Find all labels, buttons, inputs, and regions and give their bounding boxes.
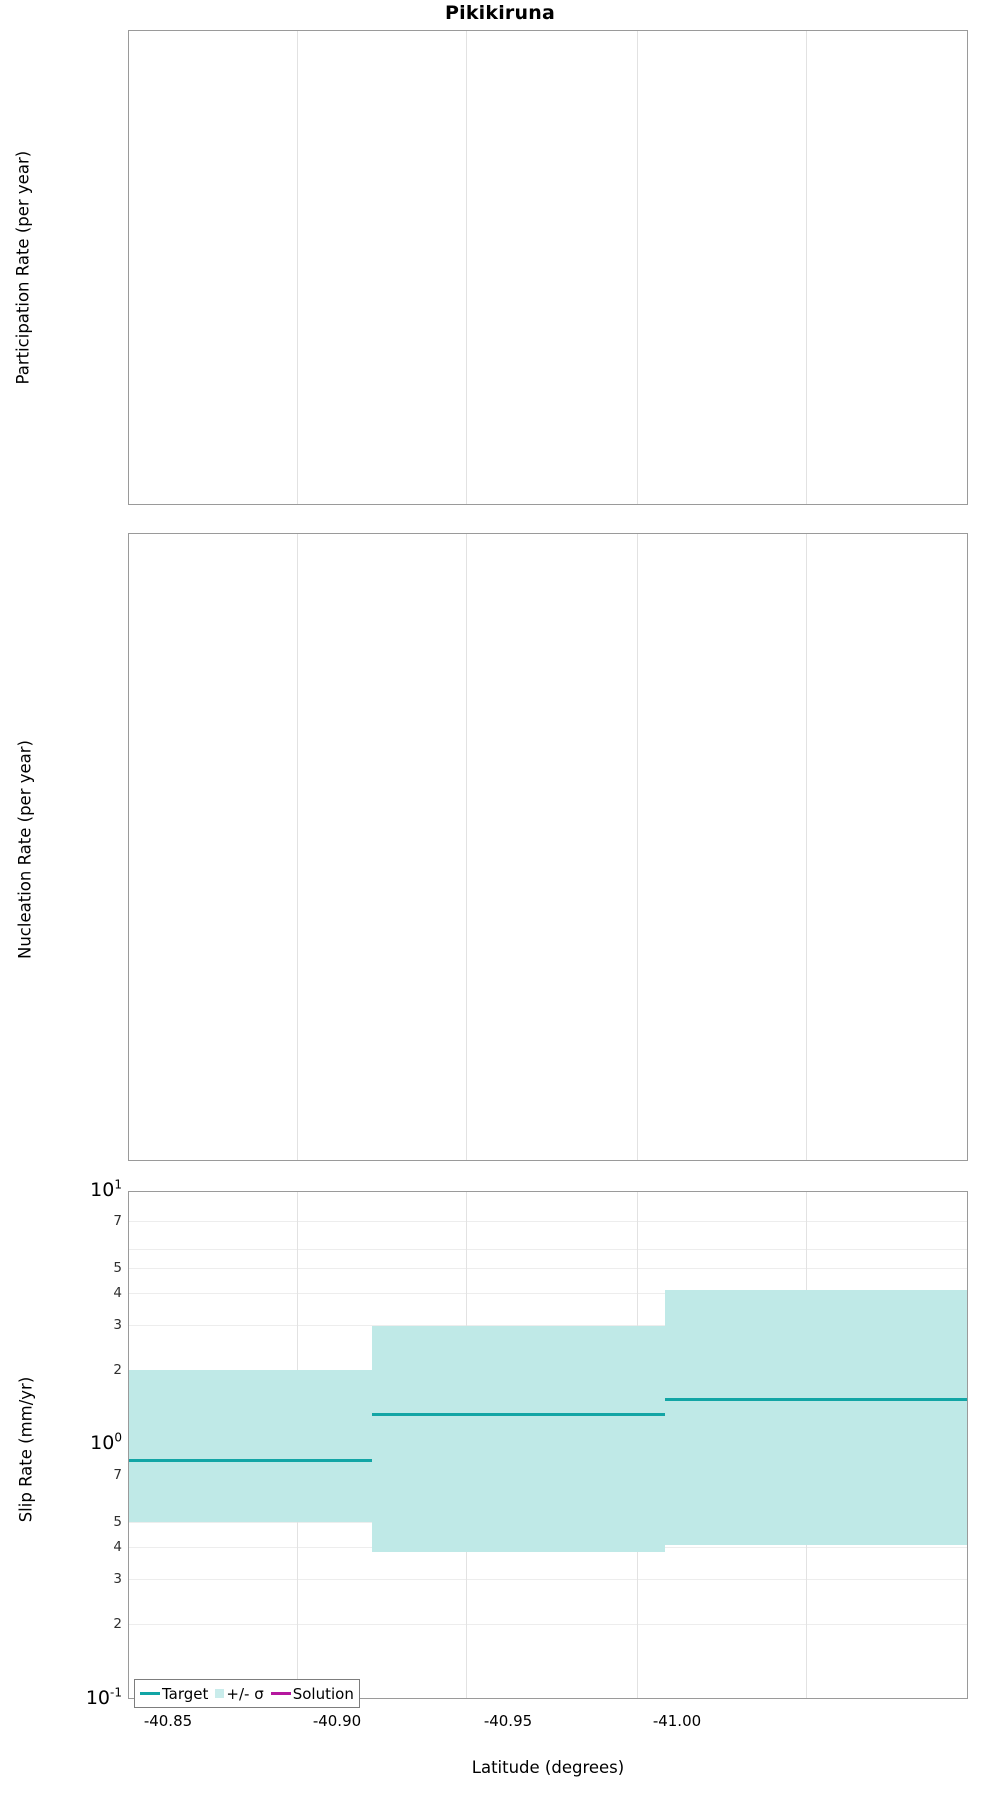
gridline-horizontal [129,1293,967,1294]
panel-participation-rate [128,30,968,505]
y-tick-4-lower: 4 [113,1539,122,1555]
y-tick-10e-1: 10-1 [40,1687,122,1709]
gridline-horizontal [129,1221,967,1222]
y-tick-exponent: -1 [110,1685,122,1700]
y-tick-10e1: 101 [44,1179,122,1201]
y-tick-mantissa: 10 [90,1432,115,1454]
sigma-band-segment [372,1326,665,1552]
legend-item-target: Target [140,1685,215,1703]
gridline-vertical [637,31,638,504]
x-tick-4: -41.00 [652,1712,702,1730]
legend-label-sigma: +/- σ [226,1684,264,1703]
x-tick-3: -40.95 [483,1712,533,1730]
y-tick-exponent: 1 [114,1177,122,1192]
gridline-vertical [466,31,467,504]
sigma-band-segment [665,1290,967,1545]
gridline-vertical [466,534,467,1160]
x-tick-2: -40.90 [312,1712,362,1730]
y-tick-7-lower: 7 [113,1467,122,1483]
legend-label-target: Target [162,1684,209,1703]
target-line-segment [129,1459,372,1462]
y-tick-mantissa: 10 [90,1179,115,1201]
y-tick-2-upper: 2 [113,1362,122,1378]
target-line-icon [140,1692,160,1695]
y-tick-2-lower: 2 [113,1616,122,1632]
gridline-vertical [637,534,638,1160]
panel-slip-rate [128,1191,968,1699]
gridline-vertical [806,534,807,1160]
gridline-horizontal [129,1579,967,1580]
y-axis-label-nucleation-rate: Nucleation Rate (per year) [15,740,35,959]
y-axis-label-slip-rate: Slip Rate (mm/yr) [16,1376,36,1523]
y-tick-3-upper: 3 [113,1317,122,1333]
sigma-patch-icon [215,1689,225,1698]
y-tick-exponent: 0 [114,1430,122,1445]
y-axis-label-participation-rate: Participation Rate (per year) [13,150,33,385]
gridline-horizontal [129,1325,967,1326]
y-tick-5-lower: 5 [113,1514,122,1530]
x-tick-1: -40.85 [143,1712,193,1730]
y-tick-mantissa: 10 [85,1687,111,1709]
gridline-horizontal [129,1249,967,1250]
y-tick-7-upper: 7 [113,1213,122,1229]
gridline-vertical [297,534,298,1160]
legend-item-solution: Solution [270,1684,354,1703]
panel-nucleation-rate [128,533,968,1161]
gridline-horizontal [129,1268,967,1269]
page-title: Pikikiruna [445,2,555,24]
y-tick-4-upper: 4 [113,1285,122,1301]
sigma-band-segment [129,1370,372,1522]
legend[interactable]: Target +/- σ Solution [134,1679,360,1708]
target-line-segment [665,1398,967,1401]
gridline-horizontal [129,1624,967,1625]
solution-line-icon [270,1692,291,1695]
gridline-vertical [806,31,807,504]
target-line-segment [372,1413,665,1416]
legend-label-solution: Solution [292,1684,354,1703]
gridline-vertical [297,31,298,504]
x-axis-label: Latitude (degrees) [471,1758,625,1777]
legend-item-sigma: +/- σ [215,1685,270,1703]
y-tick-10e0: 100 [44,1432,122,1454]
y-tick-3-lower: 3 [113,1571,122,1587]
y-tick-5-upper: 5 [113,1260,122,1276]
